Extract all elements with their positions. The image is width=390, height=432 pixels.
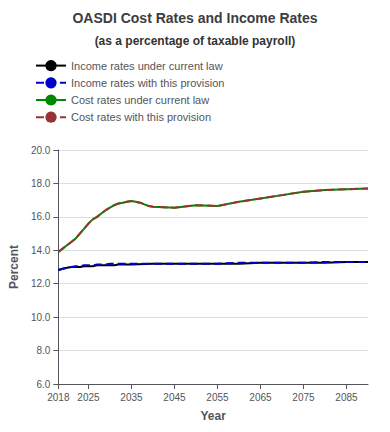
svg-text:10.0: 10.0 (31, 312, 51, 323)
svg-text:OASDI Cost Rates and Income Ra: OASDI Cost Rates and Income Rates (72, 10, 317, 26)
svg-text:2075: 2075 (292, 392, 315, 403)
svg-text:Cost rates with this provision: Cost rates with this provision (71, 111, 211, 123)
svg-text:2055: 2055 (206, 392, 229, 403)
svg-text:Income rates under current law: Income rates under current law (71, 60, 223, 72)
svg-text:Cost rates under current law: Cost rates under current law (71, 94, 209, 106)
svg-text:18.0: 18.0 (31, 178, 51, 189)
svg-text:Year: Year (201, 409, 227, 423)
svg-text:2035: 2035 (120, 392, 143, 403)
svg-text:6.0: 6.0 (36, 379, 50, 390)
svg-text:12.0: 12.0 (31, 278, 51, 289)
svg-text:20.0: 20.0 (31, 145, 51, 156)
svg-text:2065: 2065 (249, 392, 272, 403)
svg-text:Percent: Percent (7, 245, 21, 289)
svg-text:2018: 2018 (47, 392, 70, 403)
svg-text:2085: 2085 (335, 392, 358, 403)
svg-text:8.0: 8.0 (36, 345, 50, 356)
svg-text:(as a percentage of taxable pa: (as a percentage of taxable payroll) (95, 34, 296, 48)
svg-text:2045: 2045 (163, 392, 186, 403)
svg-text:14.0: 14.0 (31, 245, 51, 256)
svg-text:Income rates with this provisi: Income rates with this provision (71, 77, 224, 89)
svg-text:16.0: 16.0 (31, 211, 51, 222)
svg-text:2025: 2025 (77, 392, 100, 403)
